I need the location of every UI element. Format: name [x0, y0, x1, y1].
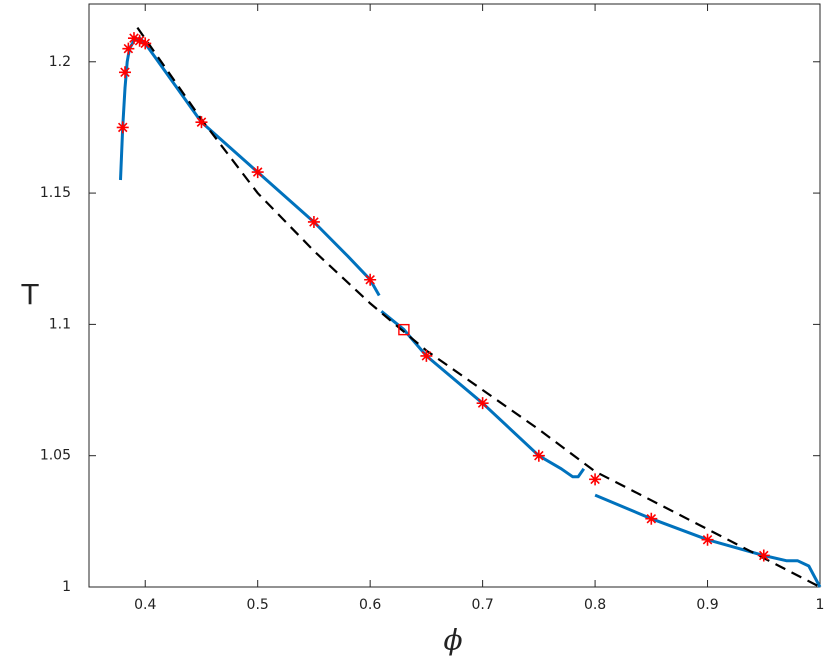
asterisk-marker — [645, 512, 658, 525]
x-tick-label: 1 — [816, 597, 824, 613]
y-tick-label: 1.2 — [49, 54, 71, 70]
asterisk-marker — [420, 349, 433, 362]
asterisk-marker — [116, 121, 129, 134]
plot-frame — [88, 3, 821, 588]
x-tick-label: 0.7 — [471, 597, 493, 613]
asterisk-marker — [195, 116, 208, 129]
y-tick-label: 1.15 — [40, 185, 71, 201]
asterisk-marker — [133, 34, 146, 47]
asterisk-marker — [532, 449, 545, 462]
asterisk-marker — [589, 473, 602, 486]
asterisk-marker — [139, 37, 152, 50]
x-tick-label: 0.9 — [696, 597, 718, 613]
x-axis-label: ϕ — [443, 624, 462, 657]
x-tick-label: 0.4 — [134, 597, 156, 613]
data-curve — [119, 36, 822, 588]
y-tick-label: 1.1 — [49, 316, 71, 332]
x-tick-label: 0.5 — [247, 597, 269, 613]
y-axis-label: T — [20, 278, 39, 311]
asterisk-marker — [307, 215, 320, 228]
asterisk-marker — [476, 397, 489, 410]
asterisk-marker — [251, 166, 264, 179]
asterisk-marker — [122, 42, 135, 55]
asterisk-marker — [701, 533, 714, 546]
asterisk-marker — [127, 32, 140, 45]
x-tick-label: 0.6 — [359, 597, 381, 613]
x-tick-label: 0.8 — [584, 597, 606, 613]
y-tick-label: 1.05 — [40, 448, 71, 464]
square-marker — [398, 323, 410, 336]
fit-curve — [136, 26, 821, 588]
y-tick-label: 1 — [62, 579, 71, 595]
asterisk-marker — [118, 66, 131, 79]
asterisk-marker — [364, 273, 377, 286]
asterisk-marker — [757, 549, 770, 562]
